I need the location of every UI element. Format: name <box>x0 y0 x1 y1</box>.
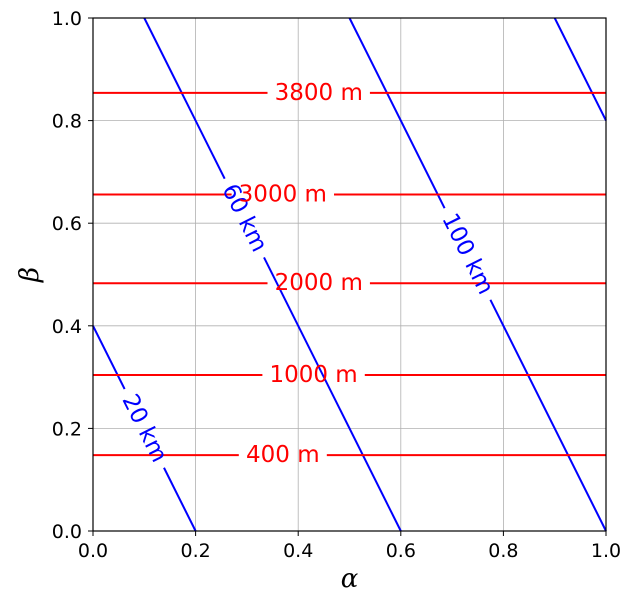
y-tick-label: 1.0 <box>52 8 82 30</box>
contour-line-20-km <box>92 325 126 390</box>
y-tick-label: 0.2 <box>52 418 82 440</box>
contour-line-60-km <box>143 17 226 180</box>
contour-label-100-km: 100 km <box>436 209 498 298</box>
contour-line-100-km <box>348 17 446 209</box>
x-tick-label: 0.8 <box>488 540 518 562</box>
contour-label-1000-m: 1000 m <box>269 362 357 388</box>
contour-label-3800-m: 3800 m <box>275 80 363 106</box>
contour-label-3000-m: 3000 m <box>239 181 327 207</box>
x-tick-label: 1.0 <box>591 540 621 562</box>
y-axis-label: β <box>15 267 45 283</box>
x-tick-label: 0.6 <box>386 540 416 562</box>
y-tick-label: 0.6 <box>52 213 82 235</box>
x-tick-label: 0.0 <box>78 540 108 562</box>
contour-line-100-km <box>489 299 607 532</box>
plot-frame <box>92 17 607 532</box>
series-lines <box>92 17 607 532</box>
contour-line-20-km <box>163 467 197 532</box>
contour-line-60-km <box>263 256 402 532</box>
y-tick-label: 0.4 <box>52 316 82 338</box>
x-tick-label: 0.4 <box>283 540 313 562</box>
axis-ticks: 0.0 0.2 0.4 0.6 0.8 1.0 0.0 0.2 0.4 0.6 0.8 1.0 <box>52 8 621 562</box>
contour-label-400-m: 400 m <box>246 442 320 468</box>
x-tick-label: 0.2 <box>180 540 210 562</box>
x-axis-label: α <box>341 564 359 594</box>
y-tick-label: 0.0 <box>52 521 82 543</box>
y-tick-label: 0.8 <box>52 111 82 133</box>
contour-line <box>553 17 607 122</box>
contour-label-2000-m: 2000 m <box>275 270 363 296</box>
